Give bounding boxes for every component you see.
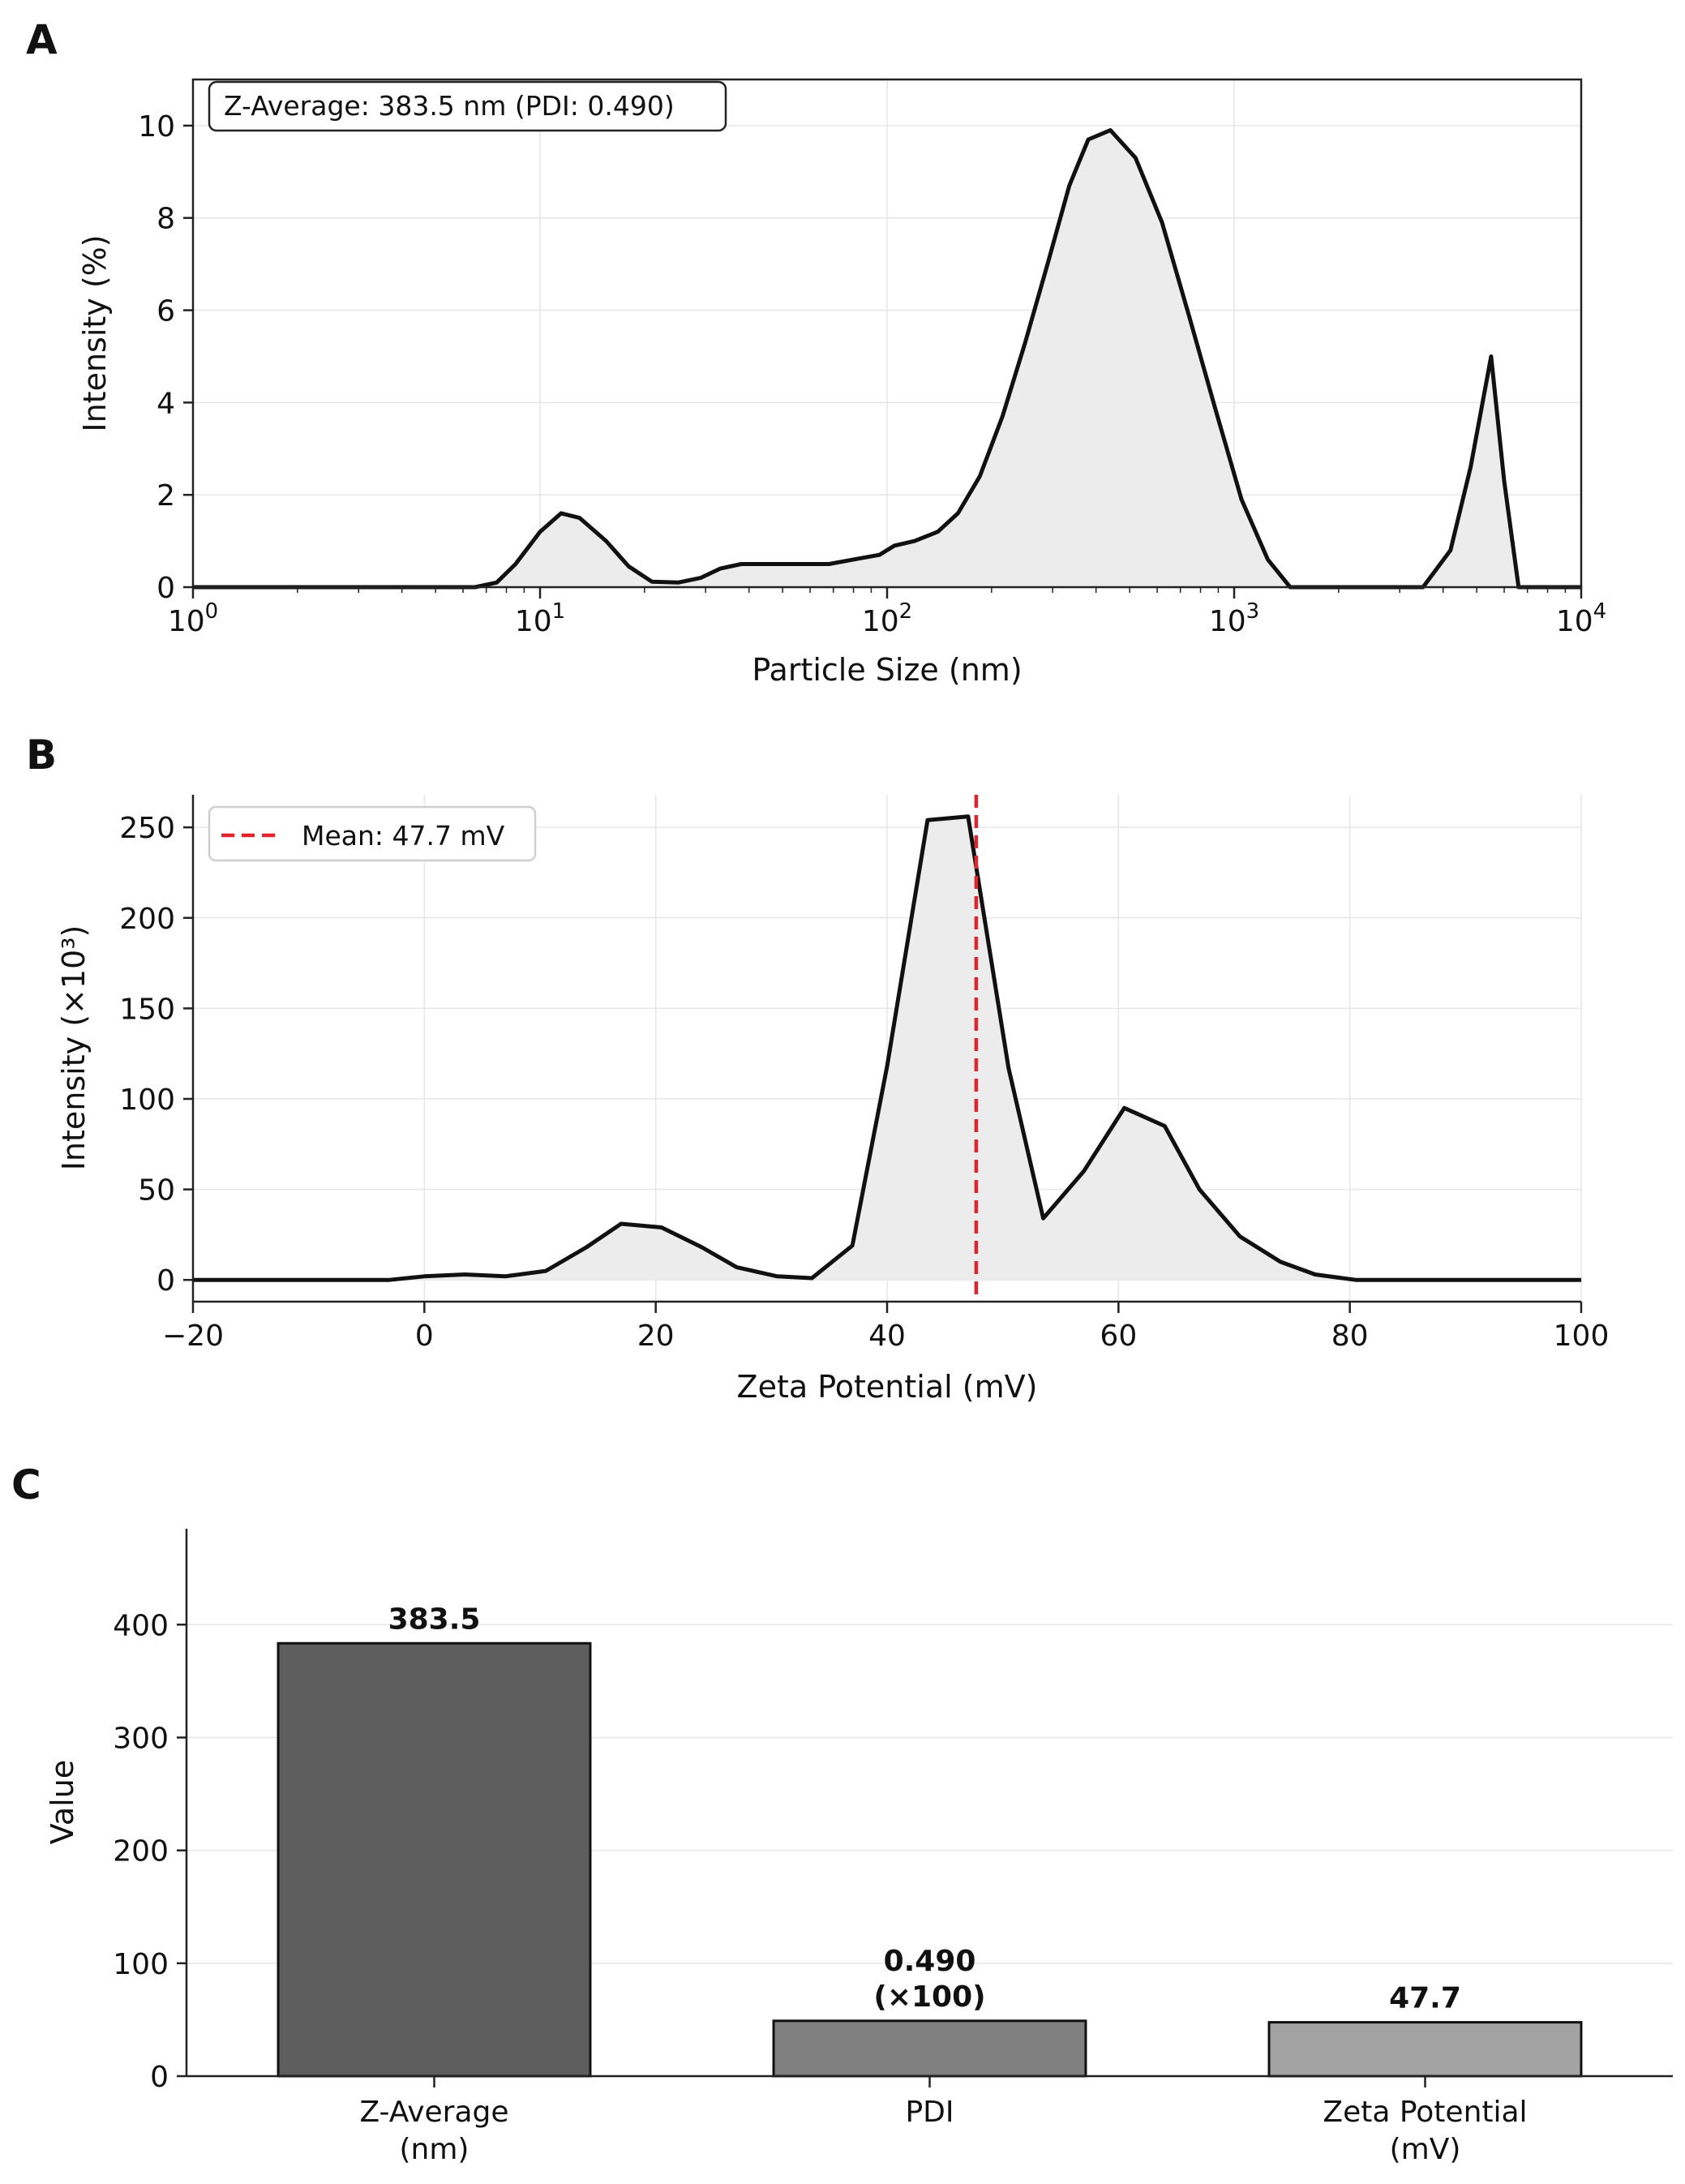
panel-a-xtick-label: 101 [515,599,565,638]
panel-b-xtick-label: 40 [868,1319,906,1353]
panel-b-xtick-label: −20 [162,1319,224,1353]
zaverage-annotation: Z-Average: 383.5 nm (PDI: 0.490) [224,90,675,122]
zeta-distribution-line [193,814,1581,1282]
panel-b-ytick-label: 50 [138,1174,175,1208]
panel-b-xtick-label: 0 [415,1319,434,1353]
category-unit-label: (mV) [1390,2133,1461,2166]
panel-b: B 0 50 100 150 200 250 −20 0 20 40 60 80 100 Mean: 4… [26,732,1609,1405]
panel-a-ytick-label: 8 [156,203,175,236]
panel-b-xtick-label: 100 [1554,1319,1610,1353]
category-label: Zeta Potential [1323,2096,1527,2129]
panel-c-letter: C [11,1461,41,1508]
panel-b-ytick-label: 250 [119,812,175,845]
panel-a-xtick-exponent: 2 [899,599,913,624]
legend-box [208,805,537,862]
panel-a-ytick-label: 0 [156,572,175,605]
panel-b-ytick-label: 0 [156,1264,175,1298]
panel-a-xtick-base: 10 [168,605,205,638]
panel-a-xtick-label: 102 [862,599,912,638]
panel-a-grid [192,79,1582,588]
bar-value-label-note: (×100) [873,1980,985,2014]
zeta-distribution-fill [193,816,1581,1281]
panel-a-xtick-exponent: 4 [1593,599,1607,624]
bar-value-label: 383.5 [388,1603,481,1636]
panel-a-ytick-label: 2 [156,479,175,513]
panel-b-legend: Mean: 47.7 mV [208,805,537,862]
panel-a-xtick-label: 104 [1556,599,1606,638]
panel-a-xtick-base: 10 [1209,605,1246,638]
panel-a-xtick-exponent: 0 [205,599,219,624]
panel-c-bars: 383.5 0.490(×100) 47.7 [277,1603,1583,2078]
panel-a-xlabel: Particle Size (nm) [752,652,1022,688]
panel-a-ytick-label: 6 [156,295,175,328]
panel-b-xtick-label: 60 [1100,1319,1137,1353]
panel-c-ylabel: Value [45,1760,80,1844]
panel-c-ytick-label: 400 [113,1609,169,1642]
panel-b-xlabel: Zeta Potential (mV) [737,1369,1038,1405]
panel-a-ytick-label: 4 [156,387,175,420]
panel-c-ytick-label: 100 [113,1948,169,1981]
panel-b-ytick-label: 200 [119,903,175,936]
category-unit-label: (nm) [400,2133,469,2166]
panel-a-xtick-label: 103 [1209,599,1259,638]
bar-value-label: 47.7 [1389,1982,1461,2015]
panel-c-ytick-label: 300 [113,1722,169,1755]
bar-value-label: 0.490 [884,1945,976,1978]
panel-a-xtick-base: 10 [515,605,552,638]
panel-b-xtick-label: 20 [637,1319,675,1353]
panel-b-letter: B [26,732,57,779]
zaverage-annotation-box [208,80,727,132]
panel-c-ytick-label: 200 [113,1835,169,1869]
panel-a-xtick-exponent: 3 [1246,599,1260,624]
panel-b-ytick-label: 100 [119,1083,175,1117]
panel-c-ytick-label: 0 [150,2061,169,2094]
panel-b-ticks: 0 50 100 150 200 250 −20 0 20 40 60 80 100 [119,812,1609,1353]
panel-a-xtick-base: 10 [1556,605,1593,638]
panel-b-xtick-label: 80 [1331,1319,1369,1353]
bar [1267,2021,1583,2078]
panel-a-xtick-label: 100 [168,599,218,638]
bar [277,1641,592,2078]
panel-b-ytick-label: 150 [119,993,175,1026]
panel-a-xtick-base: 10 [862,605,899,638]
category-label: Z-Average [359,2096,508,2129]
panel-a-ylabel: Intensity (%) [77,234,113,431]
legend-label: Mean: 47.7 mV [302,820,505,852]
panel-c: C 383.5 0.490(×100) 47.7 0 100 200 300 400 Z-Av… [11,1461,1673,2166]
panel-c-ticks: 0 100 200 300 400 Z-Average (nm) PDI Zeta Potent… [113,1609,1527,2166]
panel-b-ylabel: Intensity (×10³) [56,925,92,1171]
panel-a-ytick-label: 10 [138,110,175,144]
panel-a-xtick-exponent: 1 [552,599,566,624]
category-label: PDI [905,2096,954,2129]
panel-a-letter: A [26,16,58,63]
bar [772,2019,1087,2078]
